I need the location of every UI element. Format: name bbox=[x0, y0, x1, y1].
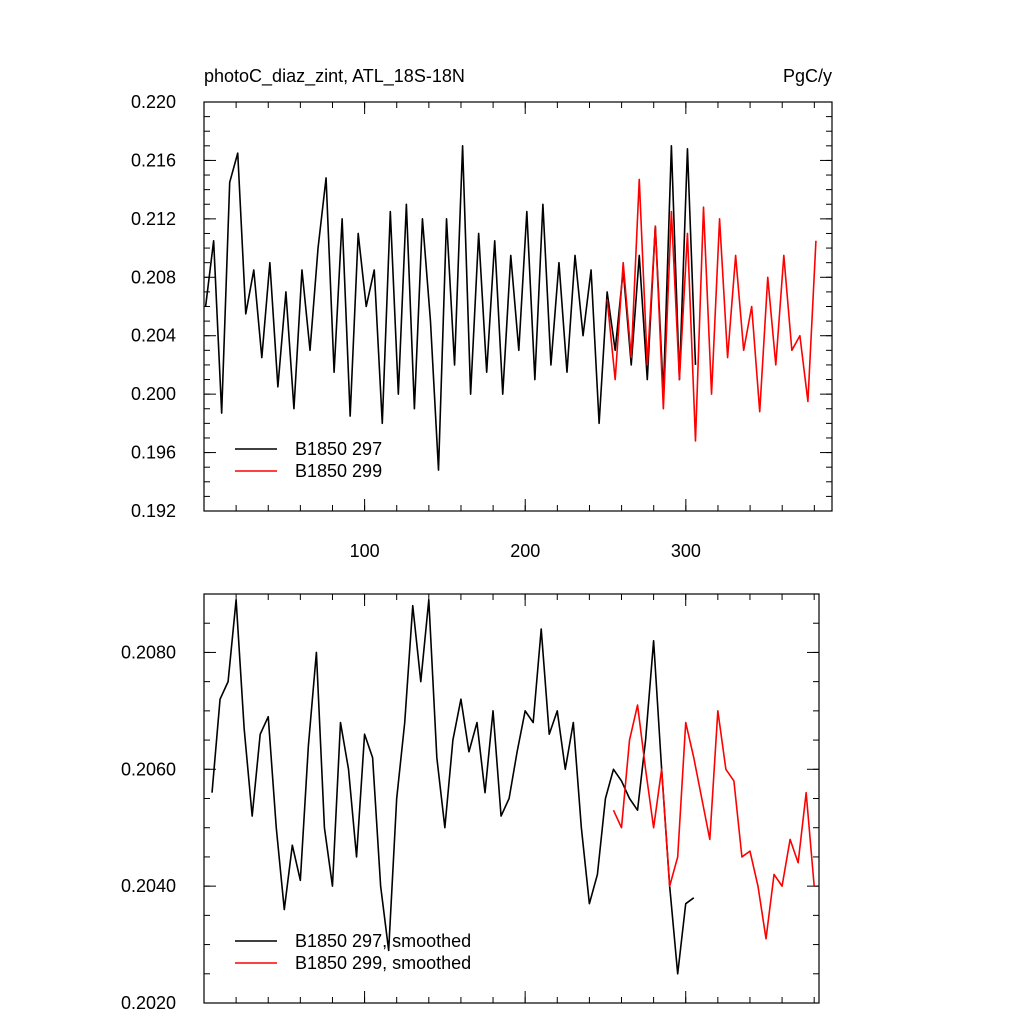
y-tick-label: 0.208 bbox=[131, 267, 176, 287]
y-tick-label: 0.200 bbox=[131, 384, 176, 404]
legend-label: B1850 299 bbox=[295, 461, 382, 481]
data-line bbox=[612, 704, 815, 940]
legend-label: B1850 299, smoothed bbox=[295, 953, 471, 973]
y-tick-label: 0.212 bbox=[131, 209, 176, 229]
unit-label: PgC/y bbox=[783, 66, 832, 86]
y-tick-label: 0.2020 bbox=[121, 993, 176, 1013]
y-tick-label: 0.220 bbox=[131, 92, 176, 112]
legend-label: B1850 297 bbox=[295, 439, 382, 459]
data-line bbox=[606, 178, 817, 442]
x-tick-label: 100 bbox=[350, 541, 380, 561]
data-line bbox=[204, 145, 697, 471]
x-tick-label: 200 bbox=[510, 541, 540, 561]
y-tick-label: 0.2060 bbox=[121, 759, 176, 779]
y-tick-label: 0.192 bbox=[131, 501, 176, 521]
chart-title: photoC_diaz_zint, ATL_18S-18N bbox=[204, 66, 465, 87]
data-line bbox=[211, 599, 695, 975]
y-tick-label: 0.216 bbox=[131, 150, 176, 170]
legend-label: B1850 297, smoothed bbox=[295, 931, 471, 951]
y-tick-label: 0.2080 bbox=[121, 642, 176, 662]
y-tick-label: 0.196 bbox=[131, 443, 176, 463]
x-tick-label: 300 bbox=[671, 541, 701, 561]
y-tick-label: 0.2040 bbox=[121, 876, 176, 896]
y-tick-label: 0.204 bbox=[131, 326, 176, 346]
